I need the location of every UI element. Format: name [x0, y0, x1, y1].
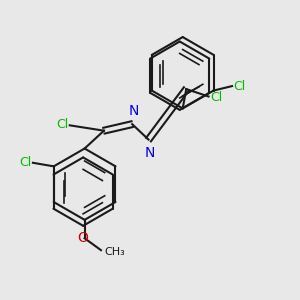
Text: N: N — [128, 103, 139, 118]
Text: Cl: Cl — [56, 118, 68, 131]
Text: CH₃: CH₃ — [104, 247, 125, 257]
Text: O: O — [78, 231, 88, 245]
Text: Cl: Cl — [19, 156, 32, 169]
Text: Cl: Cl — [233, 80, 246, 93]
Text: Cl: Cl — [210, 92, 222, 104]
Text: N: N — [145, 146, 155, 160]
